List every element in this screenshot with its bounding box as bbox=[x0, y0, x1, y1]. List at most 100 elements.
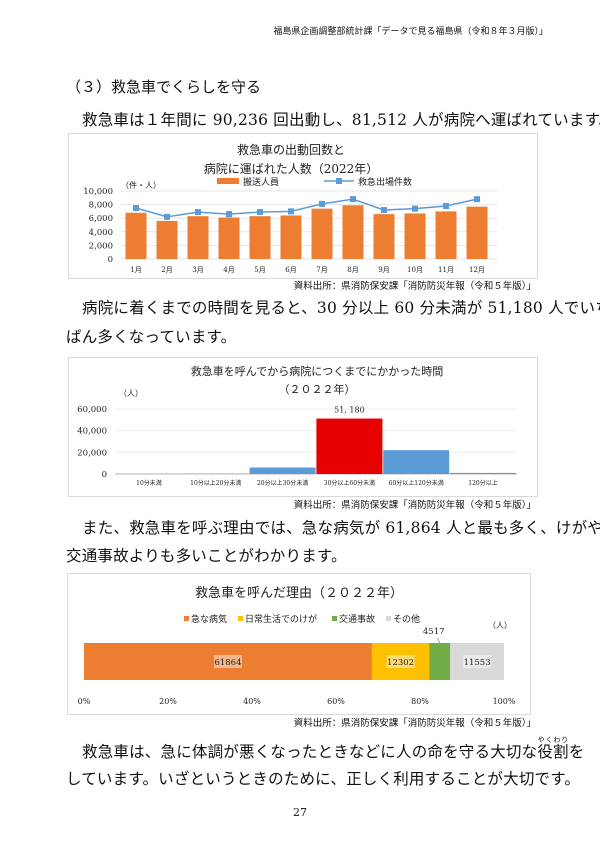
data-label: 4517 bbox=[423, 627, 445, 637]
x-tick-label: 20% bbox=[159, 697, 177, 706]
data-label: 12302 bbox=[387, 658, 414, 668]
bar-segment bbox=[371, 643, 430, 680]
section-title: （３）救急車でくらしを守る bbox=[66, 78, 262, 96]
leader-line bbox=[437, 637, 441, 644]
data-label: 51, 180 bbox=[334, 406, 365, 415]
source-note: 資料出所：県消防保安課「消防防災年報（令和５年版）」 bbox=[293, 281, 536, 292]
x-tick-label: 10分以上20分未満 bbox=[190, 479, 241, 487]
legend-swatch bbox=[238, 616, 243, 621]
line-marker bbox=[412, 205, 418, 212]
line-series bbox=[135, 198, 478, 218]
x-tick-label: 40% bbox=[243, 697, 261, 706]
y-tick-label: 20,000 bbox=[77, 448, 107, 458]
legend-swatch bbox=[332, 616, 337, 621]
y-tick-label: 6,000 bbox=[89, 214, 113, 224]
data-label: 61864 bbox=[214, 658, 241, 668]
chart-title: 救急車の出動回数と bbox=[237, 142, 345, 157]
x-tick-label: 10月 bbox=[407, 266, 423, 274]
legend-label: 急な病気 bbox=[191, 613, 227, 625]
x-tick-label: 10分未満 bbox=[136, 479, 162, 487]
chart-title: 病院に運ばれた人数（2022年） bbox=[204, 161, 379, 176]
bar bbox=[342, 205, 364, 259]
chart-dispatch-monthly: 救急車の出動回数と 病院に運ばれた人数（2022年） （件・人） 0 2,000 4,00… bbox=[68, 133, 538, 279]
legend-label: 日常生活でのけが bbox=[245, 613, 317, 625]
y-axis-label: （人） bbox=[119, 389, 143, 398]
line-marker bbox=[195, 209, 201, 216]
paragraph: ばん多くなっています。 bbox=[66, 328, 237, 346]
y-tick-label: 40,000 bbox=[77, 427, 107, 437]
line-marker bbox=[474, 196, 480, 203]
paragraph: また、救急車を呼ぶ理由では、急な病気が 61,864 人と最も多く、けがや bbox=[82, 519, 600, 537]
page-header: 福島県企画調整部統計課「データで見る福島県（令和８年３月版）」 bbox=[273, 27, 548, 37]
x-tick-label: 60分以上120分未満 bbox=[389, 479, 444, 487]
legend-swatch bbox=[386, 616, 391, 621]
line-marker bbox=[164, 213, 170, 220]
bar bbox=[311, 208, 333, 259]
y-tick-label: 60,000 bbox=[77, 405, 107, 415]
unit-label: （人） bbox=[488, 621, 512, 630]
chart-title: 救急車を呼んでから病院につくまでにかかった時間 bbox=[191, 364, 443, 378]
bar bbox=[316, 418, 383, 474]
bar bbox=[249, 216, 271, 259]
x-tick-label: 80% bbox=[411, 697, 429, 706]
legend-label: 交通事故 bbox=[339, 613, 375, 625]
paragraph: 救急車は、急に体調が悪くなったときなどに人の命を守る大切な役割やくわりを bbox=[82, 736, 584, 762]
chart-reasons-svg: 救急車を呼んだ理由（２０２２年） 急な病気 日常生活でのけが 交通事故 その他 （人） 0%… bbox=[78, 585, 516, 706]
data-label: 11553 bbox=[464, 658, 491, 668]
legend-label: その他 bbox=[393, 613, 420, 625]
x-tick-label: 6月 bbox=[285, 266, 296, 274]
bar-segment bbox=[429, 643, 451, 680]
line-marker bbox=[133, 205, 139, 211]
chart-time-svg: 救急車を呼んでから病院につくまでにかかった時間 （２０２２年） （人） 0 20,000… bbox=[77, 364, 517, 487]
line-marker bbox=[226, 211, 232, 218]
bar bbox=[466, 206, 488, 259]
bar bbox=[404, 213, 426, 259]
bar-segment bbox=[84, 643, 372, 680]
x-tick-label: 12月 bbox=[469, 266, 485, 274]
data-label-bg bbox=[213, 655, 242, 668]
x-tick-label: 7月 bbox=[316, 266, 327, 274]
x-tick-label: 3月 bbox=[192, 266, 203, 274]
line-marker bbox=[381, 207, 387, 214]
x-tick-label: 1月 bbox=[130, 266, 141, 274]
x-tick-label: 9月 bbox=[378, 266, 389, 274]
legend-marker bbox=[336, 178, 342, 184]
line-marker bbox=[257, 209, 263, 216]
bar bbox=[187, 216, 209, 259]
bar bbox=[373, 214, 395, 259]
ruby-base: 役割 bbox=[537, 743, 569, 761]
data-label-bg bbox=[463, 655, 492, 668]
x-tick-label: 0% bbox=[78, 697, 91, 706]
line-marker bbox=[443, 202, 449, 209]
paragraph: 救急車は１年間に 90,236 回出動し、81,512 人が病院へ運ばれています… bbox=[82, 111, 600, 129]
x-tick-label: 100% bbox=[493, 697, 516, 706]
text: 救急車は、急に体調が悪くなったときなどに人の命を守る大切な bbox=[82, 743, 538, 761]
line-marker bbox=[350, 196, 356, 203]
paragraph: 交通事故よりも多いことがわかります。 bbox=[66, 547, 347, 565]
page-number: 27 bbox=[293, 806, 307, 819]
bar bbox=[383, 450, 450, 474]
y-tick-label: 2,000 bbox=[89, 241, 113, 251]
x-tick-label: 4月 bbox=[223, 266, 234, 274]
line-marker bbox=[319, 200, 325, 207]
x-tick-label: 20分以上30分未満 bbox=[257, 479, 308, 487]
chart-title: （２０２２年） bbox=[279, 382, 356, 396]
bar-segment bbox=[450, 643, 504, 680]
text: を bbox=[568, 743, 585, 761]
paragraph: しています。いざというときのために、正しく利用することが大切です。 bbox=[66, 770, 581, 788]
x-tick-label: 5月 bbox=[254, 266, 265, 274]
bar bbox=[280, 215, 302, 259]
ruby-reading: やくわり bbox=[537, 736, 569, 744]
line-marker bbox=[288, 208, 294, 215]
source-note: 資料出所：県消防保安課「消防防災年報（令和５年版）」 bbox=[293, 718, 536, 729]
source-note: 資料出所：県消防保安課「消防防災年報（令和５年版）」 bbox=[293, 500, 536, 511]
x-tick-label: 30分以上60分未満 bbox=[324, 479, 375, 487]
bar bbox=[435, 211, 457, 259]
bar bbox=[450, 472, 516, 474]
bar bbox=[218, 217, 240, 259]
y-tick-label: 4,000 bbox=[89, 228, 113, 238]
paragraph: 病院に着くまでの時間を見ると、30 分以上 60 分未満が 51,180 人でい… bbox=[82, 299, 600, 317]
chart-transport-time: 救急車を呼んでから病院につくまでにかかった時間 （２０２２年） （人） 0 20,000… bbox=[68, 357, 538, 497]
legend-swatch bbox=[184, 616, 189, 621]
